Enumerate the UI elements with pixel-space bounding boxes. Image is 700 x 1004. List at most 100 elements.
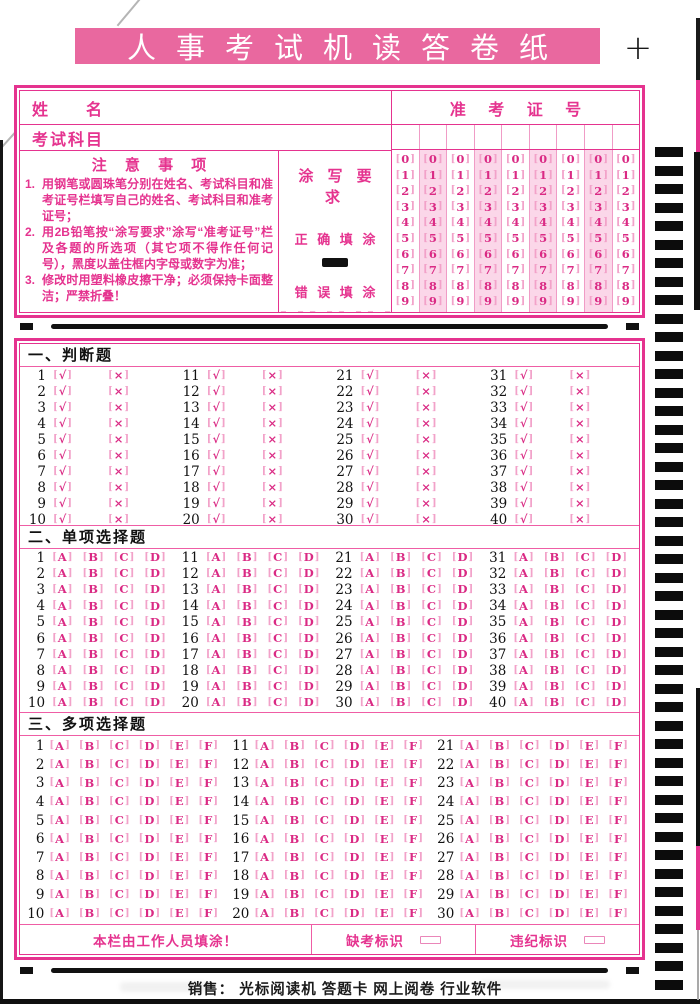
- option-bubble-c[interactable]: [C]: [421, 566, 442, 581]
- option-bubble-7[interactable]: [7]: [450, 262, 471, 277]
- option-bubble-8[interactable]: [8]: [450, 278, 471, 293]
- option-bubble-c[interactable]: [C]: [313, 775, 335, 790]
- option-bubble-d[interactable]: [D]: [548, 850, 571, 865]
- option-bubble-e[interactable]: [E]: [169, 850, 190, 865]
- option-bubble-c[interactable]: [C]: [574, 662, 596, 677]
- option-bubble-c[interactable]: [C]: [421, 598, 442, 613]
- option-bubble-check[interactable]: [√]: [514, 384, 534, 399]
- option-bubble-b[interactable]: [B]: [488, 812, 510, 827]
- option-bubble-check[interactable]: [√]: [53, 512, 73, 527]
- option-bubble-a[interactable]: [A]: [513, 598, 534, 613]
- option-bubble-c[interactable]: [C]: [313, 738, 335, 753]
- option-bubble-8[interactable]: [8]: [478, 278, 498, 293]
- option-bubble-3[interactable]: [3]: [533, 199, 553, 214]
- option-bubble-d[interactable]: [D]: [138, 905, 161, 920]
- option-bubble-0[interactable]: [0]: [560, 152, 581, 167]
- option-bubble-8[interactable]: [8]: [616, 278, 636, 293]
- option-bubble-b[interactable]: [B]: [543, 614, 565, 629]
- option-bubble-a[interactable]: [A]: [49, 850, 70, 865]
- option-bubble-a[interactable]: [A]: [205, 550, 227, 565]
- option-bubble-cross[interactable]: [×]: [108, 512, 130, 527]
- option-bubble-d[interactable]: [D]: [138, 868, 161, 883]
- option-bubble-e[interactable]: [E]: [579, 775, 600, 790]
- option-bubble-a[interactable]: [A]: [254, 868, 275, 883]
- option-bubble-c[interactable]: [C]: [574, 695, 596, 710]
- option-bubble-cross[interactable]: [×]: [108, 448, 130, 463]
- option-bubble-a[interactable]: [A]: [254, 757, 275, 772]
- option-bubble-check[interactable]: [√]: [206, 400, 226, 415]
- option-bubble-5[interactable]: [5]: [395, 231, 416, 246]
- option-bubble-d[interactable]: [D]: [144, 598, 166, 613]
- option-bubble-6[interactable]: [6]: [395, 246, 416, 261]
- option-bubble-c[interactable]: [C]: [313, 831, 335, 846]
- option-bubble-3[interactable]: [3]: [560, 199, 581, 214]
- option-bubble-d[interactable]: [D]: [548, 794, 571, 809]
- option-bubble-a[interactable]: [A]: [513, 582, 534, 597]
- option-bubble-b[interactable]: [B]: [78, 775, 101, 790]
- option-bubble-c[interactable]: [C]: [574, 582, 596, 597]
- option-bubble-check[interactable]: [√]: [360, 384, 380, 399]
- option-bubble-a[interactable]: [A]: [205, 662, 227, 677]
- option-bubble-a[interactable]: [A]: [459, 794, 480, 809]
- option-bubble-a[interactable]: [A]: [52, 566, 73, 581]
- option-bubble-b[interactable]: [B]: [78, 905, 101, 920]
- option-bubble-b[interactable]: [B]: [236, 662, 258, 677]
- option-bubble-a[interactable]: [A]: [49, 757, 70, 772]
- option-bubble-c[interactable]: [C]: [518, 775, 540, 790]
- option-bubble-f[interactable]: [F]: [403, 887, 423, 902]
- option-bubble-a[interactable]: [A]: [52, 679, 73, 694]
- option-bubble-b[interactable]: [B]: [82, 630, 104, 645]
- option-bubble-a[interactable]: [A]: [513, 679, 534, 694]
- option-bubble-7[interactable]: [7]: [588, 262, 608, 277]
- option-bubble-c[interactable]: [C]: [421, 679, 442, 694]
- option-bubble-check[interactable]: [√]: [206, 512, 226, 527]
- option-bubble-a[interactable]: [A]: [359, 662, 380, 677]
- option-bubble-b[interactable]: [B]: [488, 738, 510, 753]
- option-bubble-e[interactable]: [E]: [374, 905, 395, 920]
- option-bubble-a[interactable]: [A]: [513, 662, 534, 677]
- option-bubble-a[interactable]: [A]: [459, 850, 480, 865]
- option-bubble-b[interactable]: [B]: [82, 566, 104, 581]
- option-bubble-b[interactable]: [B]: [82, 598, 104, 613]
- option-bubble-d[interactable]: [D]: [605, 630, 627, 645]
- option-bubble-a[interactable]: [A]: [359, 646, 380, 661]
- option-bubble-b[interactable]: [B]: [389, 630, 412, 645]
- option-bubble-e[interactable]: [E]: [579, 738, 600, 753]
- option-bubble-a[interactable]: [A]: [359, 566, 380, 581]
- option-bubble-a[interactable]: [A]: [49, 738, 70, 753]
- option-bubble-d[interactable]: [D]: [451, 662, 474, 677]
- option-bubble-6[interactable]: [6]: [423, 246, 443, 261]
- option-bubble-cross[interactable]: [×]: [261, 368, 283, 383]
- option-bubble-f[interactable]: [F]: [403, 850, 423, 865]
- option-bubble-a[interactable]: [A]: [459, 868, 480, 883]
- option-bubble-1[interactable]: [1]: [478, 167, 498, 182]
- option-bubble-cross[interactable]: [×]: [569, 512, 591, 527]
- option-bubble-d[interactable]: [D]: [548, 831, 571, 846]
- option-bubble-f[interactable]: [F]: [403, 775, 423, 790]
- option-bubble-cross[interactable]: [×]: [108, 400, 130, 415]
- option-bubble-c[interactable]: [C]: [313, 868, 335, 883]
- option-bubble-c[interactable]: [C]: [313, 757, 335, 772]
- option-bubble-b[interactable]: [B]: [543, 630, 565, 645]
- option-bubble-c[interactable]: [C]: [421, 582, 442, 597]
- option-bubble-e[interactable]: [E]: [579, 831, 600, 846]
- option-bubble-f[interactable]: [F]: [198, 887, 218, 902]
- option-bubble-6[interactable]: [6]: [616, 246, 636, 261]
- option-bubble-b[interactable]: [B]: [283, 794, 305, 809]
- option-bubble-a[interactable]: [A]: [205, 646, 227, 661]
- option-bubble-e[interactable]: [E]: [579, 905, 600, 920]
- option-bubble-cross[interactable]: [×]: [569, 384, 591, 399]
- option-bubble-d[interactable]: [D]: [298, 614, 320, 629]
- ticket-digit-write-cell[interactable]: [446, 125, 474, 149]
- option-bubble-c[interactable]: [C]: [113, 614, 135, 629]
- option-bubble-d[interactable]: [D]: [451, 566, 474, 581]
- option-bubble-check[interactable]: [√]: [360, 512, 380, 527]
- option-bubble-c[interactable]: [C]: [113, 679, 135, 694]
- option-bubble-a[interactable]: [A]: [49, 887, 70, 902]
- option-bubble-e[interactable]: [E]: [169, 868, 190, 883]
- option-bubble-check[interactable]: [√]: [53, 496, 73, 511]
- option-bubble-e[interactable]: [E]: [374, 738, 395, 753]
- option-bubble-check[interactable]: [√]: [360, 416, 380, 431]
- option-bubble-cross[interactable]: [×]: [415, 416, 437, 431]
- option-bubble-d[interactable]: [D]: [343, 887, 366, 902]
